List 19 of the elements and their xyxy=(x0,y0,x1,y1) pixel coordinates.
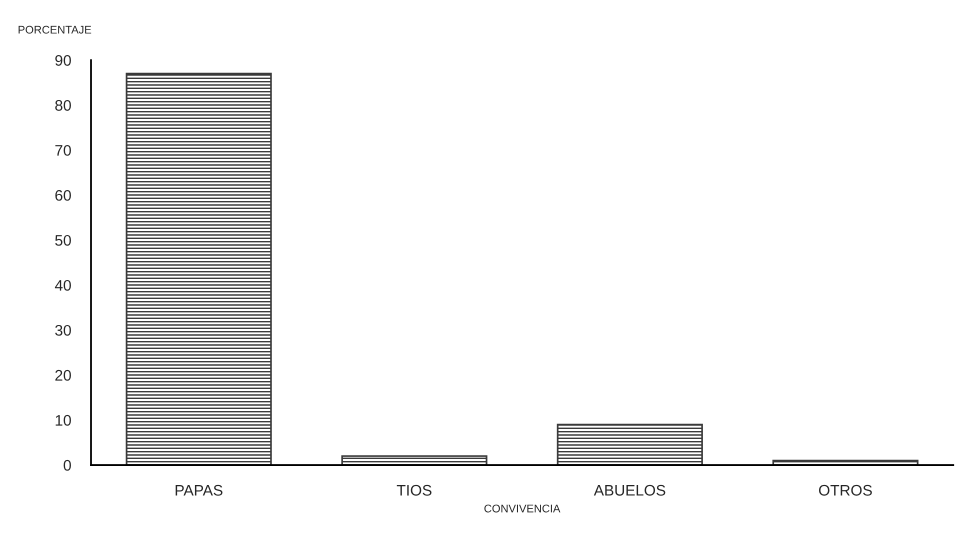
y-tick-label: 80 xyxy=(55,100,71,111)
y-tick-label: 30 xyxy=(55,324,71,336)
bar xyxy=(341,455,488,466)
y-tick-label: 40 xyxy=(54,280,71,291)
y-tick-label: 70 xyxy=(55,144,71,156)
y-tick-label: 60 xyxy=(55,190,71,201)
y-tick-label: 20 xyxy=(55,370,71,381)
y-axis-title: PORCENTAJE xyxy=(18,26,92,34)
bar xyxy=(556,424,703,466)
y-tick-label: 50 xyxy=(55,234,71,246)
x-tick-label: ABUELOS xyxy=(594,484,666,496)
y-tick-label: 0 xyxy=(64,460,71,471)
x-tick-label: TIOS xyxy=(396,484,432,496)
bar xyxy=(126,72,272,466)
x-tick-label: PAPAS xyxy=(176,484,222,496)
x-tick-label: OTROS xyxy=(818,484,872,496)
x-axis-title: CONVIVENCIA xyxy=(484,504,560,512)
y-tick-label: 10 xyxy=(56,414,71,426)
y-tick-label: 90 xyxy=(55,55,71,66)
